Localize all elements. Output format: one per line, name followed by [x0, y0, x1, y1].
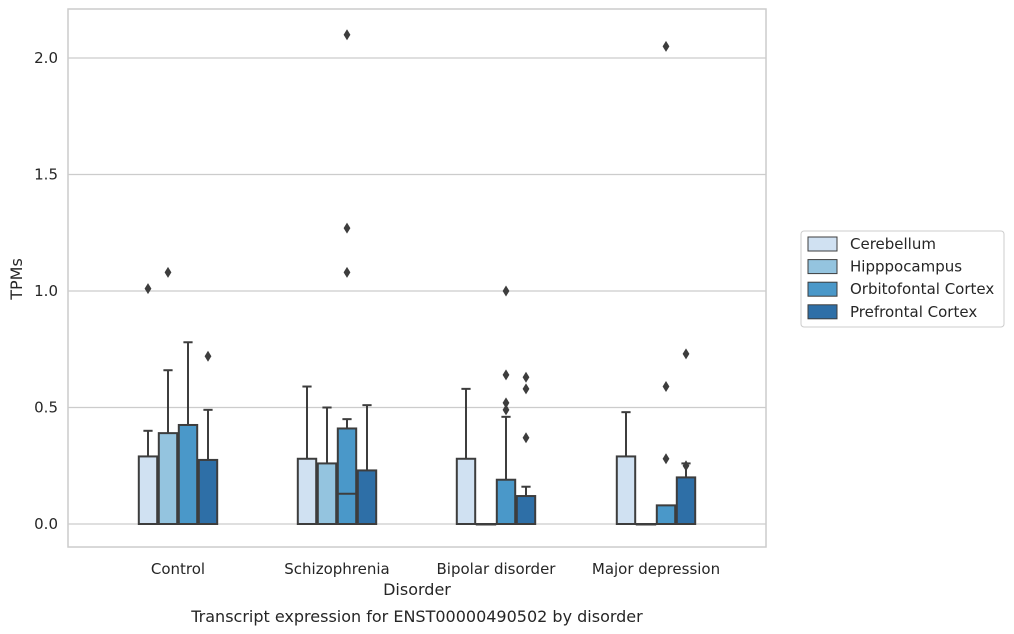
x-tick-labels: Control Schizophrenia Bipolar disorder Majo… — [151, 560, 720, 578]
box-body — [515, 495, 537, 526]
legend-frame — [800, 230, 1005, 328]
x-tick-label: Major depression — [592, 560, 720, 578]
box-series-group — [137, 29, 697, 526]
box-body — [296, 457, 318, 526]
box-prefrontal-cortex-0 — [197, 350, 219, 525]
outlier-marker — [662, 381, 670, 393]
outlier-marker — [343, 29, 351, 41]
outlier-marker — [502, 285, 510, 297]
box-body — [655, 504, 677, 525]
x-tick-label: Control — [151, 560, 205, 578]
box-body — [197, 458, 219, 525]
box-orbitofontal-cortex-1 — [336, 29, 358, 525]
box-orbitofontal-cortex-0 — [177, 341, 199, 526]
box-body — [675, 476, 697, 525]
box-cerebellum-3 — [615, 411, 637, 525]
box-prefrontal-cortex-2 — [515, 371, 537, 526]
legend-label: Hipppocampus — [850, 258, 962, 276]
y-tick-label: 2.0 — [34, 49, 58, 67]
legend-swatch — [807, 259, 838, 275]
legend-swatch — [807, 304, 838, 320]
outlier-marker — [682, 460, 690, 472]
outlier-marker — [502, 369, 510, 381]
outlier-marker — [502, 404, 510, 416]
legend: Cerebellum Hipppocampus Orbitofontal Corte… — [800, 230, 1005, 328]
y-tick-labels: 0.0 0.5 1.0 1.5 2.0 — [34, 49, 58, 533]
outlier-marker — [662, 40, 670, 52]
chart-caption: Transcript expression for ENST0000049050… — [190, 607, 643, 626]
legend-label: Cerebellum — [850, 235, 936, 253]
box-orbitofontal-cortex-3 — [655, 40, 677, 525]
y-tick-label: 1.0 — [34, 282, 58, 300]
box-prefrontal-cortex-3 — [675, 348, 697, 525]
outlier-marker — [662, 453, 670, 465]
box-orbitofontal-cortex-2 — [495, 285, 517, 526]
outlier-marker — [522, 383, 530, 395]
x-tick-label: Bipolar disorder — [437, 560, 557, 578]
box-body — [137, 455, 159, 525]
y-tick-label: 1.5 — [34, 166, 58, 184]
outlier-marker — [144, 283, 152, 295]
outlier-marker — [522, 432, 530, 444]
box-body — [455, 457, 477, 526]
x-axis-title: Disorder — [383, 580, 451, 599]
outlier-marker — [682, 348, 690, 360]
legend-label: Prefrontal Cortex — [850, 303, 977, 321]
y-tick-label: 0.0 — [34, 515, 58, 533]
legend-swatch — [807, 281, 838, 297]
box-hipppocampus-3 — [635, 523, 657, 526]
box-cerebellum-0 — [137, 283, 159, 525]
box-body — [356, 469, 378, 526]
box-body — [615, 455, 637, 525]
outlier-marker — [522, 371, 530, 383]
outlier-marker — [343, 222, 351, 234]
plot-frame — [67, 8, 767, 548]
box-hipppocampus-2 — [475, 523, 497, 526]
box-body — [157, 432, 179, 526]
box-cerebellum-2 — [455, 387, 477, 526]
outlier-marker — [343, 266, 351, 278]
box-body — [336, 427, 358, 525]
box-hipppocampus-1 — [316, 406, 338, 526]
outlier-marker — [204, 350, 212, 362]
box-body — [316, 462, 338, 526]
outlier-marker — [164, 266, 172, 278]
box-prefrontal-cortex-1 — [356, 404, 378, 526]
box-cerebellum-1 — [296, 385, 318, 526]
box-hipppocampus-0 — [157, 266, 179, 526]
x-tick-label: Schizophrenia — [284, 560, 389, 578]
box-body — [495, 478, 517, 526]
legend-swatch — [807, 236, 838, 252]
box-body — [177, 423, 199, 526]
legend-label: Orbitofontal Cortex — [850, 280, 994, 298]
outlier-marker — [502, 397, 510, 409]
y-axis-title: TPMs — [7, 258, 26, 301]
y-tick-label: 0.5 — [34, 399, 58, 417]
